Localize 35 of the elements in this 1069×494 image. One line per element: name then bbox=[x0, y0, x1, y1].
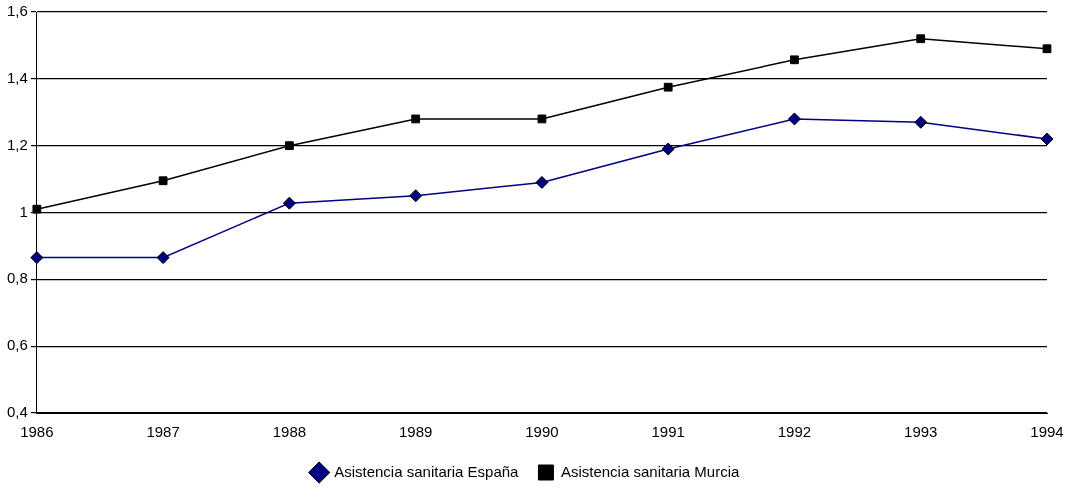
legend-label: Asistencia sanitaria España bbox=[334, 462, 520, 480]
point bbox=[282, 196, 296, 210]
y-tick-label: 1,2 bbox=[6, 135, 28, 153]
point bbox=[158, 176, 168, 186]
point bbox=[285, 141, 294, 151]
point bbox=[661, 142, 675, 156]
point bbox=[663, 82, 673, 92]
point bbox=[535, 175, 549, 189]
x-tick-label: 1986 bbox=[20, 423, 54, 441]
y-tick-label: 1,6 bbox=[6, 2, 28, 20]
point bbox=[916, 34, 926, 44]
y-tick-label: 1,4 bbox=[6, 68, 28, 86]
point bbox=[1040, 132, 1054, 146]
y-tick-label: 0,8 bbox=[6, 269, 28, 287]
x-tick-label: 1993 bbox=[904, 423, 938, 441]
x-tick-label: 1991 bbox=[651, 423, 685, 441]
y-tick-label: 1 bbox=[19, 202, 28, 220]
x-tick-label: 1988 bbox=[272, 423, 307, 441]
point bbox=[1042, 44, 1052, 54]
y-tick-label: 0,4 bbox=[6, 403, 28, 421]
x-tick-label: 1994 bbox=[1030, 423, 1064, 441]
x-tick-label: 1987 bbox=[146, 423, 180, 441]
point bbox=[914, 115, 928, 129]
x-tick-label: 1990 bbox=[525, 423, 559, 441]
point bbox=[156, 251, 170, 265]
x-tick-label: 1992 bbox=[777, 423, 812, 441]
point bbox=[30, 251, 44, 265]
y-tick-label: 0,6 bbox=[6, 336, 28, 354]
x-tick-label: 1989 bbox=[398, 423, 433, 441]
legend-label: Asistencia sanitaria Murcia bbox=[560, 462, 740, 480]
point bbox=[537, 114, 547, 124]
point bbox=[790, 55, 799, 65]
point bbox=[409, 189, 423, 203]
point bbox=[411, 114, 421, 124]
point bbox=[787, 112, 801, 126]
